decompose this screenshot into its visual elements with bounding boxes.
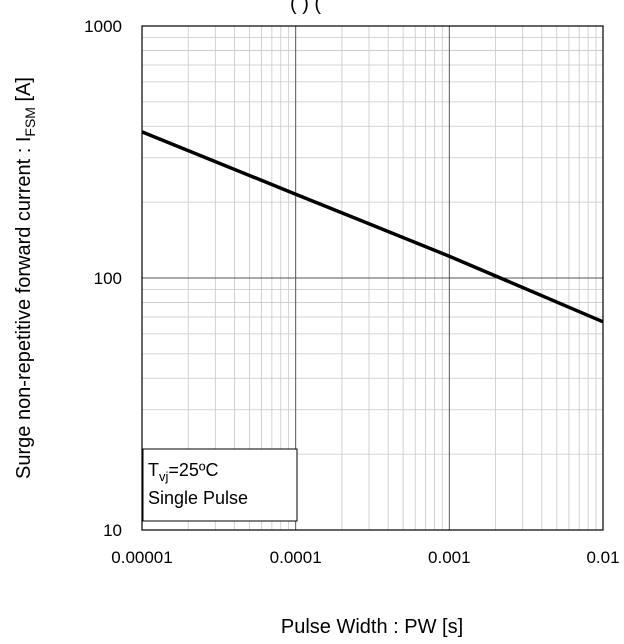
x-tick-label: 0.00001 xyxy=(111,548,172,567)
plot-frame xyxy=(141,25,604,531)
y-axis-title-sub: FSM xyxy=(22,107,38,137)
conditions-pulse: Single Pulse xyxy=(148,488,248,508)
y-axis-title-main: Surge non-repetitive forward current : I xyxy=(13,137,35,479)
y-tick-label: 10 xyxy=(103,521,122,540)
series-line xyxy=(141,130,604,324)
y-tick-label: 100 xyxy=(94,269,122,288)
y-axis-title: Surge non-repetitive forward current : I… xyxy=(13,77,38,479)
x-tick-label: 0.0001 xyxy=(270,548,322,567)
x-tick-label: 0.001 xyxy=(428,548,471,567)
chart-title: ( ) ( xyxy=(290,0,321,15)
x-tick-labels: 0.00001 0.0001 0.001 0.01 xyxy=(111,548,619,567)
conditions-temp-rest: =25ºC xyxy=(168,460,218,480)
conditions-box: Tvj=25ºC Single Pulse xyxy=(142,448,298,522)
conditions-temp: Tvj=25ºC xyxy=(148,460,219,484)
conditions-temp-sub: vj xyxy=(159,469,169,484)
y-tick-labels: 10 100 1000 xyxy=(84,17,122,540)
conditions-box-frame xyxy=(142,448,298,522)
x-tick-label: 0.01 xyxy=(586,548,619,567)
conditions-temp-main: T xyxy=(148,460,159,480)
y-tick-label: 1000 xyxy=(84,17,122,36)
x-axis-title: Pulse Width : PW [s] xyxy=(281,616,463,638)
y-axis-title-unit: [A] xyxy=(13,77,35,107)
